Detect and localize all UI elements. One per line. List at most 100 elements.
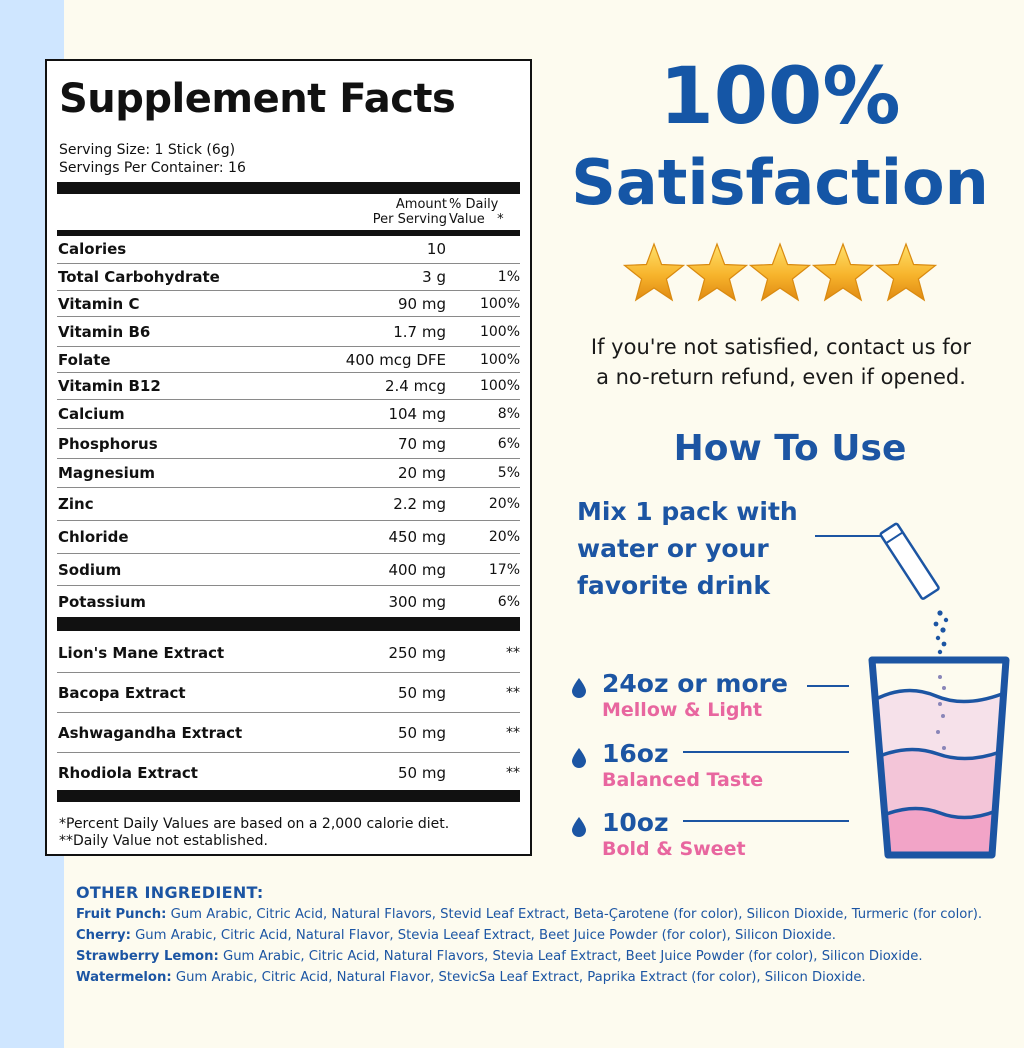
footnote-not-established: **Daily Value not established. (59, 833, 268, 849)
facts-row: Magnesium 20 mg 5% (57, 458, 520, 488)
supplement-facts-panel: Supplement Facts Serving Size: 1 Stick (… (45, 59, 532, 856)
row-name: Bacopa Extract (58, 684, 186, 702)
star-icon (622, 242, 686, 302)
facts-row: Calcium 104 mg 8% (57, 399, 520, 429)
row-amount: 3 g (422, 268, 446, 286)
row-daily-value: 8% (497, 406, 520, 422)
row-name: Calcium (58, 405, 125, 423)
ingredient-line: Cherry: Gum Arabic, Citric Acid, Natural… (76, 925, 1021, 946)
other-ingredients: OTHER INGREDIENT: Fruit Punch: Gum Arabi… (76, 882, 1021, 988)
row-name: Vitamin B12 (58, 377, 161, 395)
level-label: 10oz (602, 808, 669, 837)
header-amount: Amount Per Serving (372, 197, 447, 227)
mix-instructions: Mix 1 pack with water or your favorite d… (577, 497, 798, 600)
ingredient-line: Strawberry Lemon: Gum Arabic, Citric Aci… (76, 946, 1021, 967)
row-amount: 300 mg (388, 593, 446, 611)
row-name: Zinc (58, 495, 94, 513)
mix-pointer-line (815, 535, 883, 537)
row-name: Phosphorus (58, 435, 158, 453)
level-label: 24oz or more (602, 669, 788, 698)
five-star-rating (622, 242, 938, 302)
row-name: Sodium (58, 561, 122, 579)
facts-row: Vitamin C 90 mg 100% (57, 290, 520, 317)
row-amount: 90 mg (398, 295, 446, 313)
row-name: Lion's Mane Extract (58, 644, 225, 662)
ingredient-text: Gum Arabic, Citric Acid, Natural Flavor,… (171, 970, 866, 985)
facts-row: Potassium 300 mg 6% (57, 585, 520, 619)
row-daily-value: 100% (479, 378, 520, 394)
row-daily-value: ** (506, 645, 520, 661)
level-pointer-line (807, 685, 849, 687)
footnote-daily-values: *Percent Daily Values are based on a 2,0… (59, 816, 450, 832)
serving-size: Serving Size: 1 Stick (6g) (59, 142, 236, 158)
facts-row: Lion's Mane Extract 250 mg ** (57, 634, 520, 672)
ingredient-text: Gum Arabic, Citric Acid, Natural Flavor,… (130, 928, 836, 943)
row-amount: 20 mg (398, 464, 446, 482)
flavor-name: Strawberry Lemon: (76, 949, 219, 964)
row-amount: 450 mg (388, 528, 446, 546)
row-name: Ashwagandha Extract (58, 724, 243, 742)
row-daily-value: ** (506, 725, 520, 741)
thick-divider (57, 617, 520, 631)
row-name: Folate (58, 351, 111, 369)
row-name: Rhodiola Extract (58, 764, 198, 782)
droplet-icon (572, 748, 586, 768)
row-amount: 400 mg (388, 561, 446, 579)
row-amount: 104 mg (388, 405, 446, 423)
facts-row: Rhodiola Extract 50 mg ** (57, 752, 520, 793)
thick-divider (57, 182, 520, 194)
row-daily-value: ** (506, 685, 520, 701)
row-name: Vitamin B6 (58, 323, 151, 341)
row-amount: 50 mg (398, 764, 446, 782)
facts-row: Sodium 400 mg 17% (57, 553, 520, 586)
level-pointer-line (683, 820, 849, 822)
row-amount: 70 mg (398, 435, 446, 453)
row-name: Total Carbohydrate (58, 268, 220, 286)
droplet-icon (572, 678, 586, 698)
flavor-name: Watermelon: (76, 970, 172, 985)
row-name: Calories (58, 240, 127, 258)
glass-icon (868, 656, 1010, 859)
row-amount: 2.4 mcg (384, 377, 446, 395)
stick-pack-icon (879, 522, 940, 600)
level-description: Bold & Sweet (602, 838, 746, 860)
star-icon (874, 242, 938, 302)
row-name: Chloride (58, 528, 129, 546)
ingredient-text: Gum Arabic, Citric Acid, Natural Flavors… (166, 907, 983, 922)
ingredient-line: Fruit Punch: Gum Arabic, Citric Acid, Na… (76, 904, 1021, 925)
droplet-icon (572, 817, 586, 837)
row-daily-value: 5% (497, 465, 520, 481)
row-amount: 1.7 mg (393, 323, 446, 341)
row-amount: 50 mg (398, 684, 446, 702)
medium-divider (57, 230, 520, 236)
glass-illustration (868, 522, 1010, 859)
facts-row: Chloride 450 mg 20% (57, 520, 520, 554)
star-icon (748, 242, 812, 302)
row-daily-value: 20% (488, 496, 520, 512)
row-name: Vitamin C (58, 295, 140, 313)
level-pointer-line (683, 751, 849, 753)
row-amount: 400 mcg DFE (345, 351, 446, 369)
level-description: Balanced Taste (602, 769, 764, 791)
facts-row: Bacopa Extract 50 mg ** (57, 672, 520, 713)
row-name: Magnesium (58, 464, 156, 482)
facts-row: Vitamin B12 2.4 mcg 100% (57, 372, 520, 400)
row-daily-value: 100% (479, 324, 520, 340)
row-daily-value: 1% (497, 269, 520, 285)
facts-row: Phosphorus 70 mg 6% (57, 428, 520, 459)
facts-row: Zinc 2.2 mg 20% (57, 487, 520, 521)
facts-row: Total Carbohydrate 3 g 1% (57, 263, 520, 291)
row-daily-value: 17% (488, 562, 520, 578)
row-amount: 250 mg (388, 644, 446, 662)
headline-percent: 100% (659, 52, 901, 142)
servings-per-container: Servings Per Container: 16 (59, 160, 246, 176)
facts-title: Supplement Facts (59, 76, 456, 122)
row-name: Potassium (58, 593, 146, 611)
ingredient-text: Gum Arabic, Citric Acid, Natural Flavors… (218, 949, 923, 964)
facts-row: Folate 400 mcg DFE 100% (57, 346, 520, 373)
row-daily-value: 6% (497, 436, 520, 452)
how-to-use-title: How To Use (673, 428, 907, 469)
level-label: 16oz (602, 739, 669, 768)
flavor-name: Fruit Punch: (76, 907, 167, 922)
row-amount: 50 mg (398, 724, 446, 742)
